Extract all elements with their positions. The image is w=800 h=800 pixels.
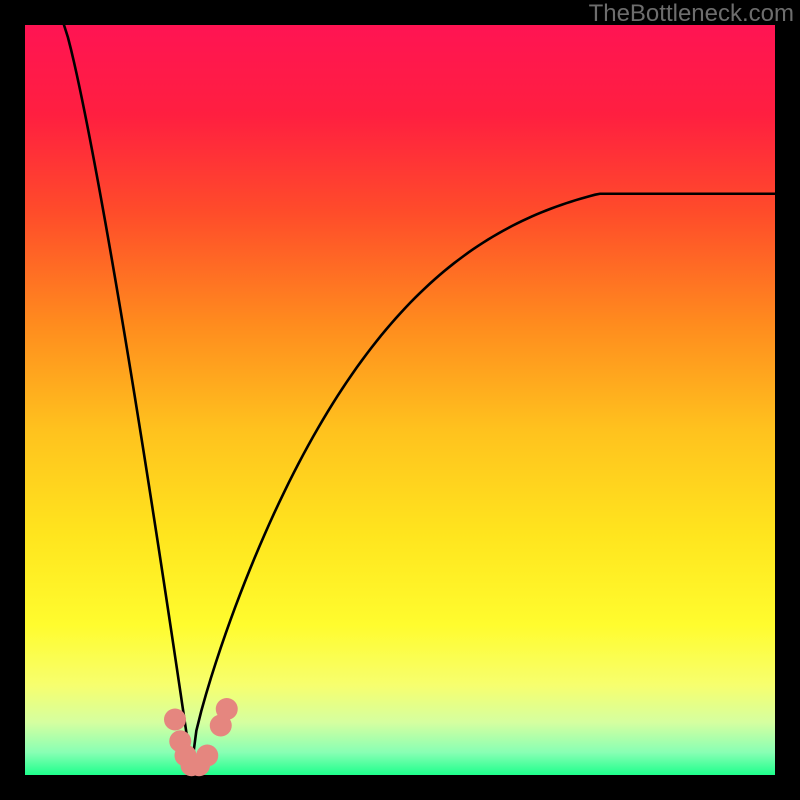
watermark-text: TheBottleneck.com — [589, 0, 794, 28]
bottleneck-curve-chart — [0, 0, 800, 800]
marker-dot — [196, 745, 218, 767]
gradient-background — [25, 25, 775, 775]
marker-dot — [164, 709, 186, 731]
marker-dot — [216, 698, 238, 720]
canvas: TheBottleneck.com — [0, 0, 800, 800]
